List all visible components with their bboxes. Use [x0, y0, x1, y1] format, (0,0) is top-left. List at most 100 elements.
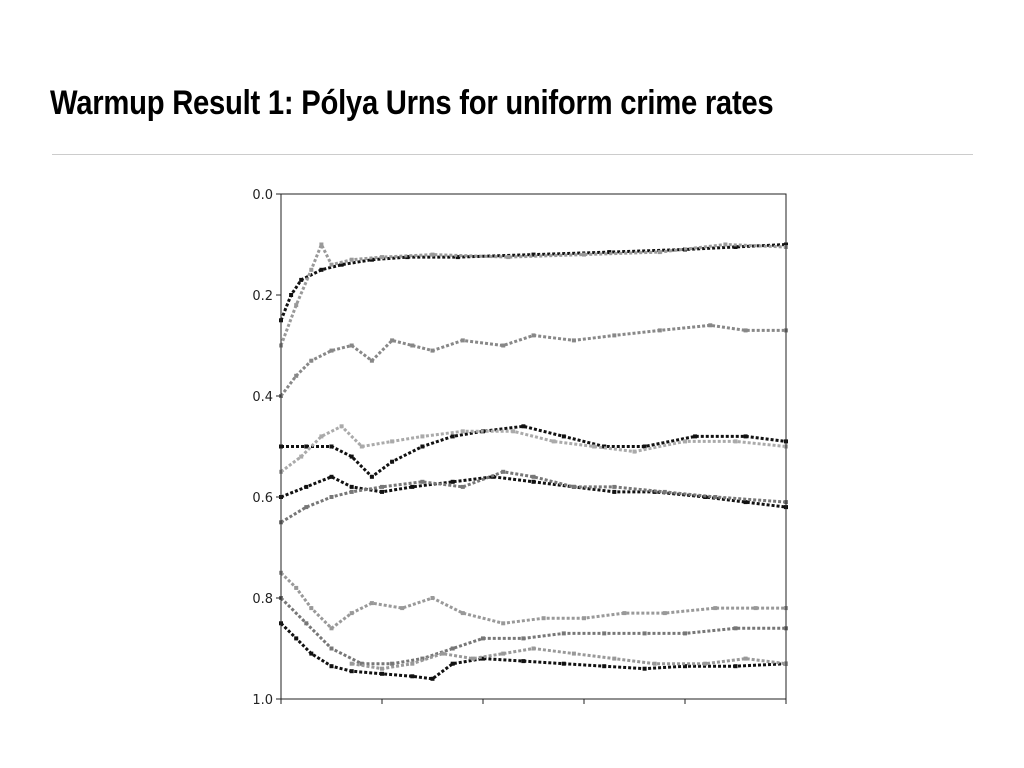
data-point-3-2 [329, 444, 334, 449]
data-point-1-6 [380, 255, 384, 260]
data-point-9-2 [309, 651, 314, 656]
data-point-2-1 [294, 373, 299, 378]
data-point-9-14 [683, 664, 687, 669]
data-point-6-11 [662, 489, 667, 494]
data-point-9-7 [430, 676, 435, 681]
data-point-4-7 [460, 429, 465, 434]
data-point-8-3 [359, 661, 364, 666]
data-point-3-3 [349, 454, 354, 459]
data-point-8-6 [450, 646, 455, 651]
data-point-7-2 [309, 606, 314, 611]
data-point-4-4 [359, 444, 364, 449]
y-tick-label-4: 0.8 [252, 592, 273, 607]
data-point-10-6 [531, 646, 536, 651]
data-point-10-7 [571, 651, 576, 656]
data-point-9-6 [410, 674, 415, 679]
series-line-6 [280, 470, 787, 524]
data-point-10-10 [703, 661, 708, 666]
data-point-3-9 [521, 424, 526, 429]
data-point-4-3 [339, 424, 344, 429]
series-3 [279, 424, 788, 479]
data-point-3-13 [693, 434, 698, 439]
data-point-8-4 [390, 661, 395, 666]
y-tick-label-3: 0.6 [252, 491, 273, 506]
slide-title: Warmup Result 1: Pólya Urns for uniform … [50, 84, 774, 122]
data-point-9-4 [349, 669, 354, 674]
axes-layer: 0.0 0.2 0.4 0.6 0.8 1.0 [252, 188, 787, 708]
data-point-6-10 [612, 484, 617, 489]
series-1 [279, 242, 788, 348]
data-point-6-8 [531, 474, 536, 479]
data-point-6-2 [329, 495, 334, 499]
data-point-9-12 [602, 664, 607, 669]
data-point-6-3 [349, 489, 354, 494]
data-point-2-15 [708, 323, 713, 328]
data-point-5-6 [450, 479, 455, 484]
data-point-9-11 [561, 661, 566, 666]
data-point-10-2 [410, 661, 415, 666]
data-point-7-9 [501, 621, 506, 626]
data-point-5-8 [531, 479, 536, 484]
data-point-4-6 [420, 434, 425, 439]
data-point-0-7 [455, 255, 460, 260]
data-point-4-5 [390, 439, 395, 444]
data-point-9-5 [380, 671, 384, 676]
data-point-4-8 [511, 429, 516, 434]
series-line-7 [279, 571, 786, 630]
series-8 [279, 596, 788, 666]
data-point-7-15 [753, 606, 758, 611]
data-point-7-13 [662, 611, 667, 616]
data-point-4-12 [683, 439, 687, 444]
data-point-5-5 [410, 484, 415, 489]
data-point-1-8 [506, 255, 511, 260]
data-point-8-10 [602, 631, 607, 636]
series-line-4 [280, 424, 787, 473]
data-point-4-11 [632, 449, 637, 454]
series-line-1 [279, 243, 787, 347]
series-line-8 [279, 596, 786, 666]
data-point-7-1 [294, 585, 299, 590]
data-point-5-4 [380, 489, 384, 494]
data-point-5-10 [612, 489, 617, 494]
data-point-0-3 [319, 267, 324, 272]
series-4 [279, 424, 788, 474]
data-point-4-13 [733, 439, 738, 444]
data-point-3-1 [304, 444, 309, 449]
series-6 [279, 469, 788, 525]
data-point-1-1 [294, 303, 299, 308]
data-point-7-5 [369, 601, 374, 606]
series-line-3 [281, 424, 787, 479]
data-point-6-1 [304, 505, 309, 510]
data-point-1-9 [582, 252, 586, 257]
data-point-7-8 [460, 611, 465, 616]
series-10 [349, 646, 788, 671]
data-point-2-9 [460, 338, 465, 343]
data-point-6-4 [380, 484, 384, 489]
data-point-10-5 [501, 651, 506, 656]
data-point-0-8 [531, 252, 536, 257]
data-point-1-4 [329, 262, 334, 267]
data-point-8-2 [329, 646, 334, 651]
data-point-7-7 [430, 596, 435, 600]
data-point-9-9 [481, 656, 485, 661]
chart: 0.0 0.2 0.4 0.6 0.8 1.0 [220, 180, 800, 710]
chart-svg: 0.0 0.2 0.4 0.6 0.8 1.0 [252, 188, 788, 708]
data-point-0-4 [339, 262, 344, 267]
data-point-6-9 [571, 484, 576, 489]
data-point-8-11 [642, 631, 647, 636]
data-point-8-8 [521, 636, 526, 641]
data-point-7-14 [713, 606, 718, 611]
data-point-1-11 [723, 242, 728, 247]
data-point-0-5 [369, 257, 374, 262]
data-point-6-12 [713, 495, 718, 499]
data-point-2-13 [612, 333, 617, 338]
y-tick-label-0: 0.0 [252, 188, 273, 203]
data-point-7-3 [329, 626, 334, 631]
data-point-0-2 [299, 277, 304, 282]
data-point-8-1 [304, 621, 309, 626]
data-point-8-12 [683, 631, 687, 636]
data-point-8-13 [733, 626, 738, 631]
data-point-7-4 [349, 611, 354, 616]
data-point-2-7 [410, 343, 415, 348]
data-point-8-5 [420, 656, 425, 661]
